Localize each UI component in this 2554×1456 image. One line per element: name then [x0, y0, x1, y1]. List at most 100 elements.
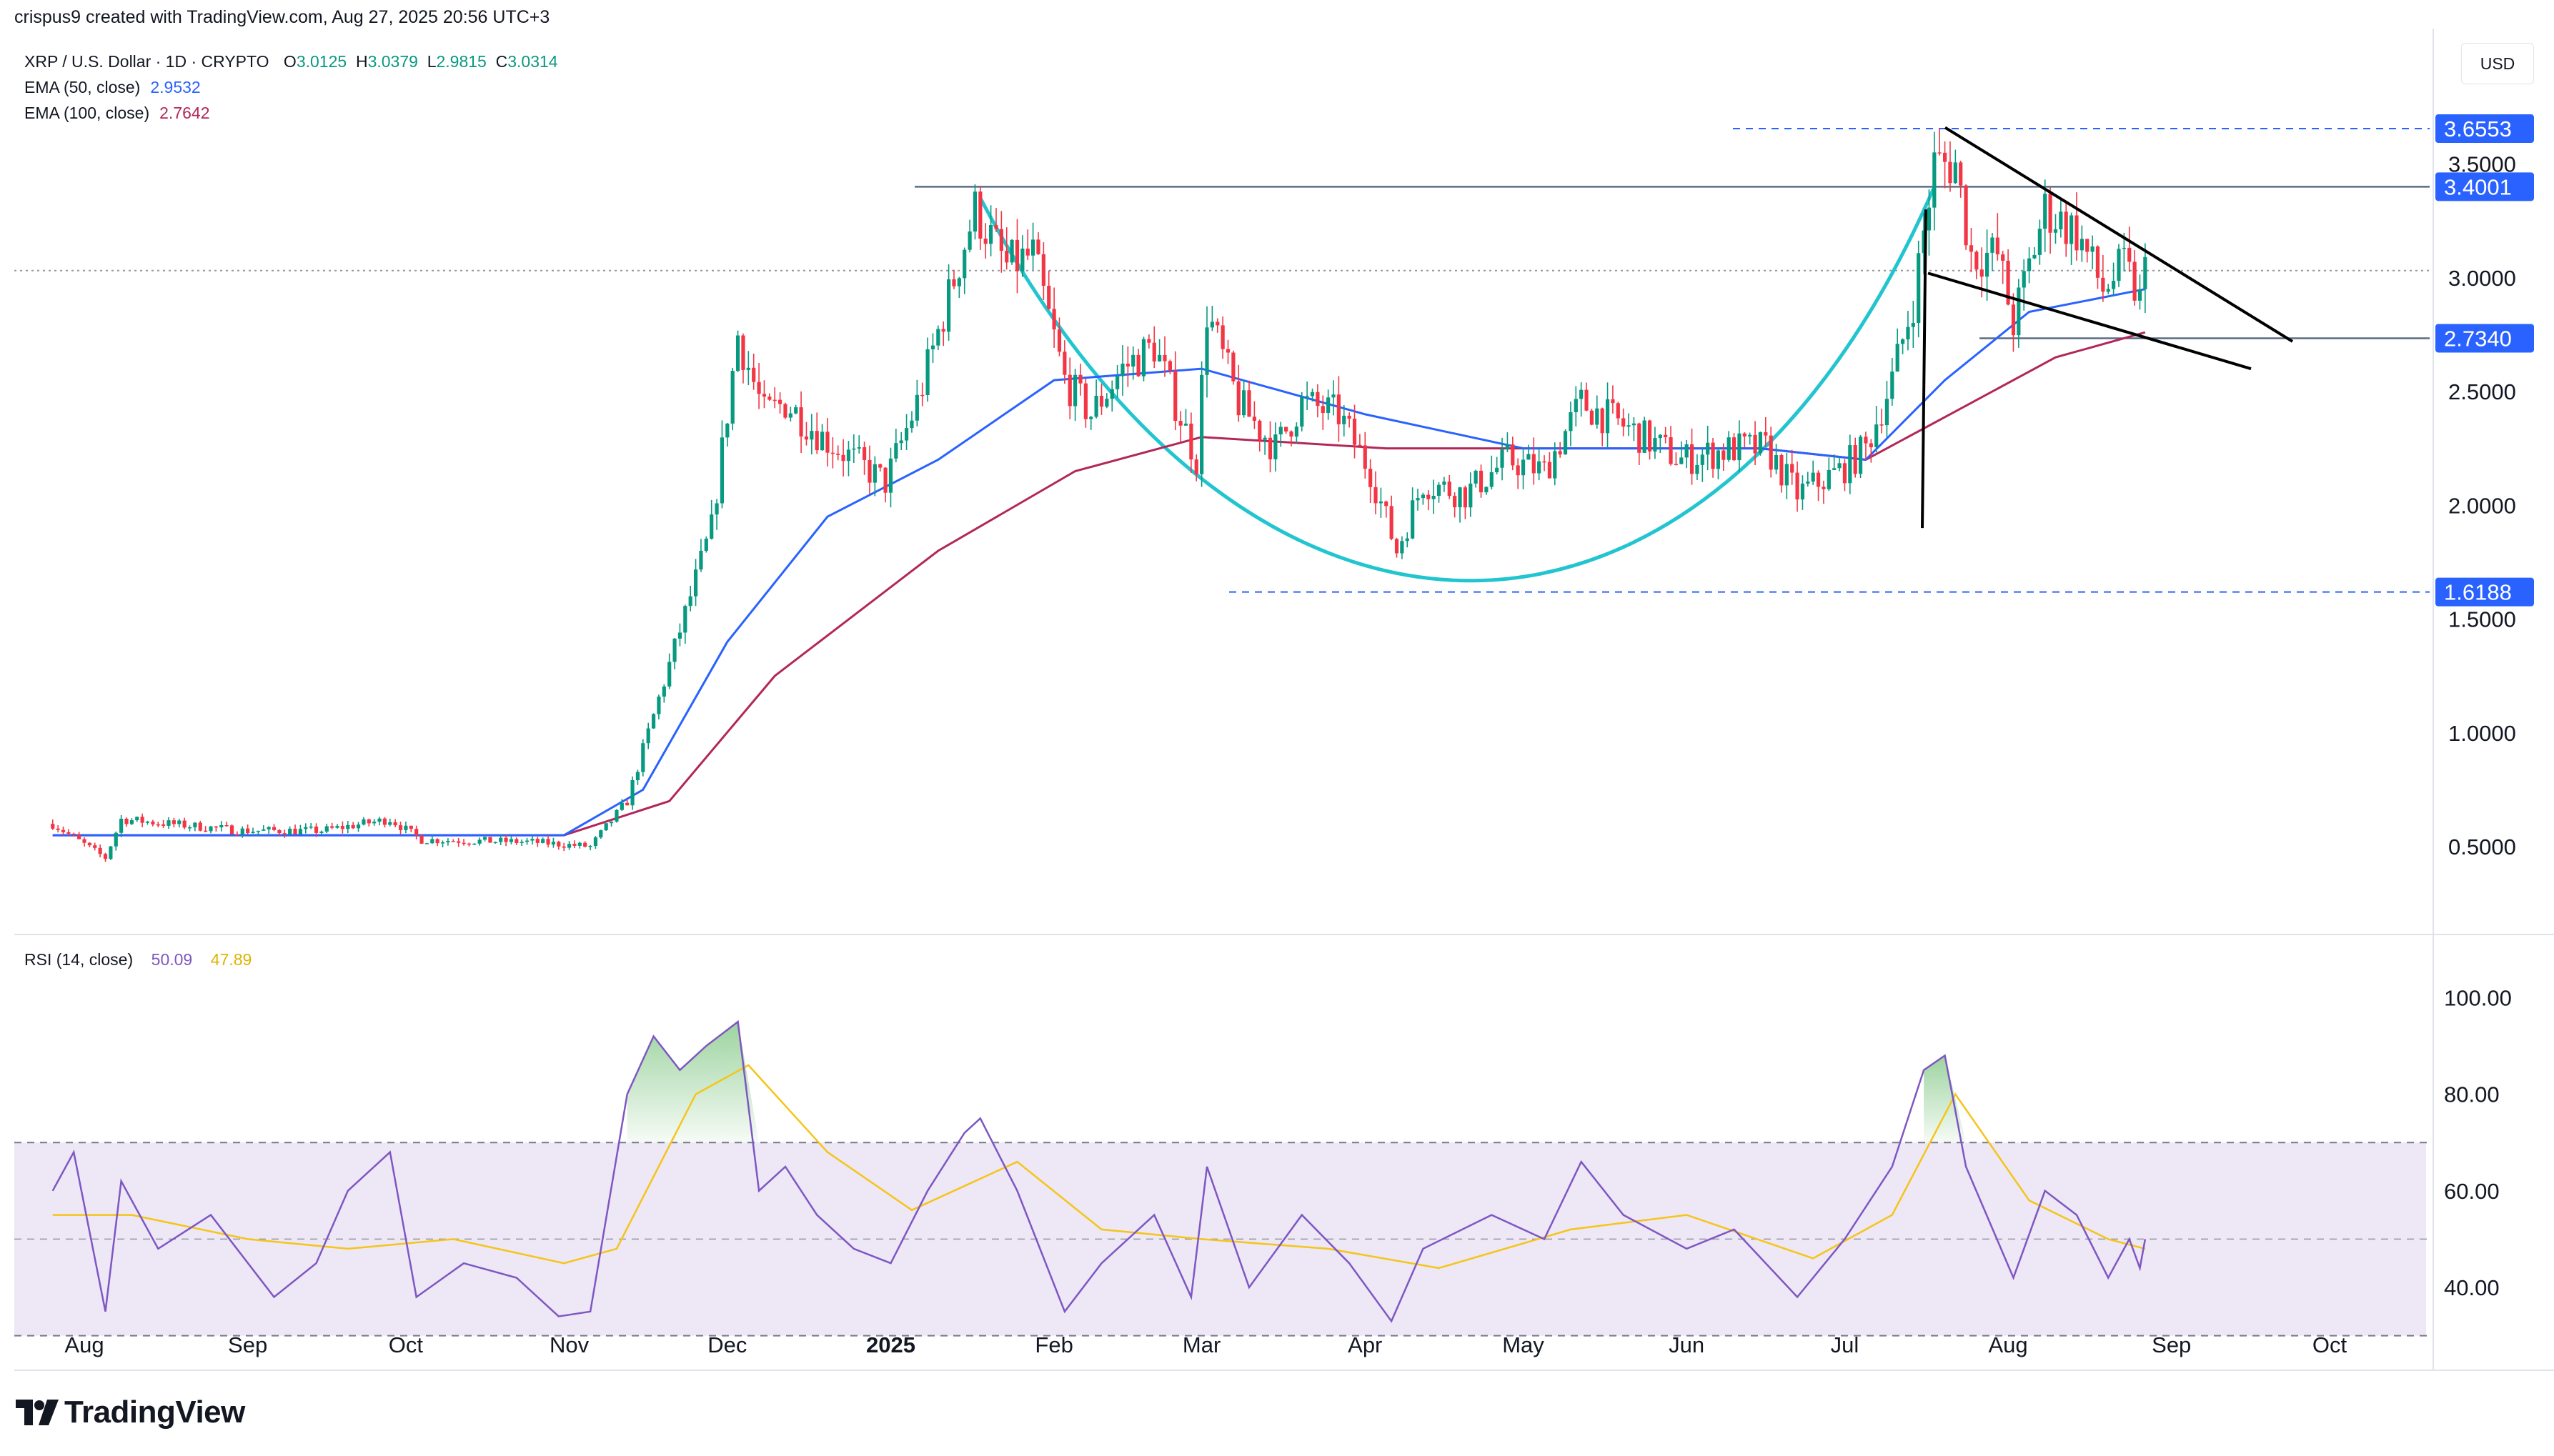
candle-body[interactable] — [1347, 415, 1351, 419]
candle-body[interactable] — [1621, 418, 1626, 427]
candle-body[interactable] — [1378, 501, 1383, 504]
candle-body[interactable] — [1479, 470, 1484, 493]
candle-body[interactable] — [2043, 194, 2047, 229]
candle-body[interactable] — [1822, 487, 1826, 489]
candle-body[interactable] — [324, 826, 329, 832]
candle-body[interactable] — [219, 824, 224, 828]
candle-body[interactable] — [852, 448, 856, 450]
candle-body[interactable] — [873, 464, 877, 483]
candle-body[interactable] — [367, 819, 371, 824]
candle-body[interactable] — [1031, 239, 1035, 256]
candle-body[interactable] — [862, 447, 867, 460]
candle-body[interactable] — [457, 841, 461, 843]
ema100-row[interactable]: EMA (100, close) 2.7642 — [24, 100, 558, 126]
candle-body[interactable] — [267, 827, 271, 829]
candle-body[interactable] — [662, 686, 666, 697]
candle-body[interactable] — [657, 697, 661, 714]
candle-body[interactable] — [868, 459, 872, 483]
candle-body[interactable] — [1469, 483, 1473, 508]
candle-body[interactable] — [1848, 445, 1852, 484]
candle-body[interactable] — [1495, 467, 1499, 472]
candle-body[interactable] — [1742, 433, 1746, 437]
candle-body[interactable] — [1411, 500, 1415, 539]
candle-body[interactable] — [282, 833, 287, 835]
candle-body[interactable] — [56, 828, 60, 830]
candle-body[interactable] — [2095, 246, 2100, 278]
candle-body[interactable] — [1874, 424, 1879, 448]
candle-body[interactable] — [362, 819, 366, 825]
candle-body[interactable] — [994, 225, 998, 229]
candle-body[interactable] — [815, 431, 819, 451]
candle-body[interactable] — [857, 447, 861, 449]
candle-body[interactable] — [477, 839, 482, 844]
candle-body[interactable] — [1537, 461, 1541, 474]
candle-body[interactable] — [182, 820, 187, 828]
candle-body[interactable] — [1911, 323, 1915, 327]
candle-body[interactable] — [1721, 450, 1726, 460]
candle-body[interactable] — [145, 822, 150, 823]
candle-body[interactable] — [1521, 459, 1526, 476]
candle-body[interactable] — [1516, 465, 1520, 476]
candle-body[interactable] — [177, 820, 182, 824]
candle-body[interactable] — [1906, 326, 1910, 340]
candle-body[interactable] — [683, 606, 687, 633]
candle-body[interactable] — [730, 371, 735, 424]
candle-body[interactable] — [1115, 376, 1120, 389]
candle-body[interactable] — [1121, 364, 1125, 377]
candle-body[interactable] — [1558, 451, 1562, 455]
candle-body[interactable] — [1858, 437, 1863, 474]
candle-body[interactable] — [1964, 185, 1968, 246]
candle-body[interactable] — [82, 839, 86, 843]
pennant-upper-trendline[interactable] — [1944, 126, 2294, 343]
candle-body[interactable] — [1658, 434, 1662, 439]
candle-body[interactable] — [1405, 538, 1409, 542]
candle-body[interactable] — [388, 822, 392, 825]
candle-body[interactable] — [1806, 481, 1810, 484]
candle-body[interactable] — [1664, 434, 1668, 437]
candle-body[interactable] — [493, 842, 497, 844]
candle-body[interactable] — [430, 839, 434, 844]
candle-body[interactable] — [1953, 162, 1957, 184]
candle-body[interactable] — [1057, 329, 1062, 352]
candle-body[interactable] — [1063, 351, 1067, 375]
candle-body[interactable] — [1774, 454, 1779, 470]
candle-body[interactable] — [129, 820, 134, 824]
candle-body[interactable] — [883, 467, 888, 493]
candle-body[interactable] — [1547, 462, 1552, 479]
candle-body[interactable] — [825, 432, 830, 453]
price-tag[interactable] — [2435, 172, 2534, 201]
candle-body[interactable] — [1310, 392, 1315, 397]
candle-body[interactable] — [963, 249, 967, 279]
candle-body[interactable] — [66, 832, 71, 834]
candle-body[interactable] — [830, 452, 835, 454]
candle-body[interactable] — [1764, 432, 1768, 436]
candle-body[interactable] — [414, 829, 419, 836]
candle-body[interactable] — [2127, 247, 2132, 262]
candle-body[interactable] — [1352, 419, 1357, 445]
candle-body[interactable] — [999, 229, 1003, 251]
candle-body[interactable] — [1358, 444, 1362, 447]
candle-body[interactable] — [1932, 152, 1937, 208]
tradingview-logo[interactable]: TradingView — [16, 1395, 245, 1430]
candle-body[interactable] — [583, 842, 587, 847]
symbol-label[interactable]: XRP / U.S. Dollar · 1D · CRYPTO — [24, 52, 269, 71]
candle-body[interactable] — [209, 826, 213, 832]
candle-body[interactable] — [1252, 417, 1256, 422]
candle-body[interactable] — [1484, 487, 1489, 493]
candle-body[interactable] — [1152, 342, 1156, 361]
candle-body[interactable] — [172, 820, 176, 824]
candle-body[interactable] — [1974, 251, 1979, 270]
candle-body[interactable] — [1394, 539, 1399, 554]
candle-body[interactable] — [1089, 417, 1093, 419]
candle-body[interactable] — [894, 443, 898, 459]
candle-body[interactable] — [109, 846, 113, 859]
candle-body[interactable] — [277, 829, 282, 834]
candle-body[interactable] — [98, 847, 102, 854]
candle-body[interactable] — [346, 824, 350, 829]
candle-body[interactable] — [404, 825, 408, 830]
candle-body[interactable] — [720, 437, 725, 504]
candle-body[interactable] — [704, 539, 708, 551]
candle-body[interactable] — [615, 809, 619, 822]
candle-body[interactable] — [462, 842, 466, 844]
